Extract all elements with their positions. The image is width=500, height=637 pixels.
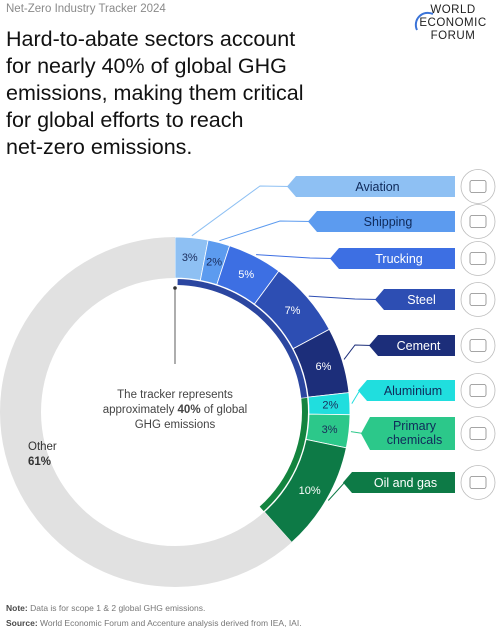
headline: Hard-to-abate sectors account for nearly… bbox=[6, 26, 401, 161]
center-text-line-1: The tracker represents bbox=[117, 389, 233, 401]
leader-line-cement bbox=[343, 344, 373, 360]
primary-chemicals-icon-glyph bbox=[469, 427, 487, 440]
callout-label-steel: Steel bbox=[407, 293, 436, 307]
callout-box-steel bbox=[375, 289, 455, 310]
slice-label-trucking: 5% bbox=[238, 269, 254, 281]
leader-line-aviation bbox=[191, 185, 291, 237]
steel-icon bbox=[460, 282, 496, 317]
slice-label-steel: 7% bbox=[285, 305, 301, 317]
callout-box-aviation bbox=[287, 176, 455, 197]
callout-label-aluminium: Aluminium bbox=[384, 384, 442, 398]
headline-line-4: for global efforts to reach bbox=[6, 108, 244, 132]
slice-label-oil-and-gas: 10% bbox=[299, 485, 321, 497]
footer-source: Source: World Economic Forum and Accentu… bbox=[6, 618, 302, 628]
callout-label-shipping: Shipping bbox=[364, 215, 413, 229]
wef-logo-arc-icon bbox=[414, 11, 434, 31]
oil-and-gas-icon bbox=[460, 465, 496, 500]
primary-chemicals-icon bbox=[460, 416, 496, 451]
leader-line-steel bbox=[308, 295, 379, 300]
logo-line-2: ECONOMIC bbox=[419, 17, 487, 29]
eyebrow-title: Net-Zero Industry Tracker 2024 bbox=[6, 3, 166, 15]
cement-icon bbox=[460, 328, 496, 363]
other-value: 61% bbox=[28, 456, 51, 468]
slice-label-shipping: 2% bbox=[206, 256, 222, 268]
trucking-icon-glyph bbox=[469, 252, 487, 265]
oil-and-gas-icon-glyph bbox=[469, 476, 487, 489]
note-text: Data is for scope 1 & 2 global GHG emiss… bbox=[27, 603, 206, 613]
slice-label-aluminium: 2% bbox=[322, 400, 338, 412]
callout-box-primary-chemicals bbox=[361, 417, 455, 450]
headline-line-1: Hard-to-abate sectors account bbox=[6, 27, 296, 51]
callout-box-aluminium bbox=[358, 380, 455, 401]
aluminium-icon-glyph bbox=[469, 384, 487, 397]
callout-box-oil-and-gas bbox=[343, 472, 455, 493]
callout-box-shipping bbox=[308, 211, 455, 232]
footer-note: Note: Data is for scope 1 & 2 global GHG… bbox=[6, 603, 205, 613]
logo-line-3: FORUM bbox=[430, 30, 476, 42]
logo-line-1: WORLD bbox=[430, 4, 476, 16]
leader-line-trucking bbox=[256, 254, 334, 259]
headline-line-5: net-zero emissions. bbox=[6, 135, 193, 159]
center-text-line-2: approximately 40% of global bbox=[103, 404, 248, 416]
center-text-line-3: GHG emissions bbox=[135, 419, 216, 431]
wef-logo: WORLD ECONOMIC FORUM bbox=[411, 4, 495, 43]
callout-label-aviation: Aviation bbox=[355, 180, 399, 194]
trucking-icon bbox=[460, 241, 496, 276]
headline-line-3: emissions, making them critical bbox=[6, 81, 304, 105]
note-label: Note: bbox=[6, 603, 28, 613]
inner-ring-blue bbox=[177, 279, 308, 398]
pointer-dot bbox=[173, 286, 177, 290]
shipping-icon-glyph bbox=[469, 215, 487, 228]
aviation-icon bbox=[460, 169, 496, 204]
source-label: Source: bbox=[6, 618, 38, 628]
callout-label-cement: Cement bbox=[397, 339, 441, 353]
headline-line-2: for nearly 40% of global GHG bbox=[6, 54, 287, 78]
other-label: Other bbox=[28, 441, 57, 453]
callout-box-trucking bbox=[330, 248, 455, 269]
slice-label-aviation: 3% bbox=[182, 252, 198, 264]
leader-line-shipping bbox=[219, 220, 312, 242]
slice-other bbox=[0, 237, 292, 587]
source-text: World Economic Forum and Accenture analy… bbox=[37, 618, 302, 628]
callout-label-trucking: Trucking bbox=[375, 252, 423, 266]
callout-label-primary-chemicals-1: Primary bbox=[393, 419, 437, 433]
callout-label-oil-and-gas: Oil and gas bbox=[374, 476, 437, 490]
callout-box-cement bbox=[369, 335, 455, 356]
slice-label-cement: 6% bbox=[316, 361, 332, 373]
cement-icon-glyph bbox=[469, 339, 487, 352]
slice-oil-and-gas bbox=[263, 438, 347, 543]
inner-ring-green bbox=[259, 397, 308, 512]
slice-label-primary-chemicals: 3% bbox=[322, 424, 338, 436]
aluminium-icon bbox=[460, 373, 496, 408]
steel-icon-glyph bbox=[469, 293, 487, 306]
callout-label-primary-chemicals-2: chemicals bbox=[387, 433, 443, 447]
aviation-icon-glyph bbox=[469, 180, 487, 193]
shipping-icon bbox=[460, 204, 496, 239]
